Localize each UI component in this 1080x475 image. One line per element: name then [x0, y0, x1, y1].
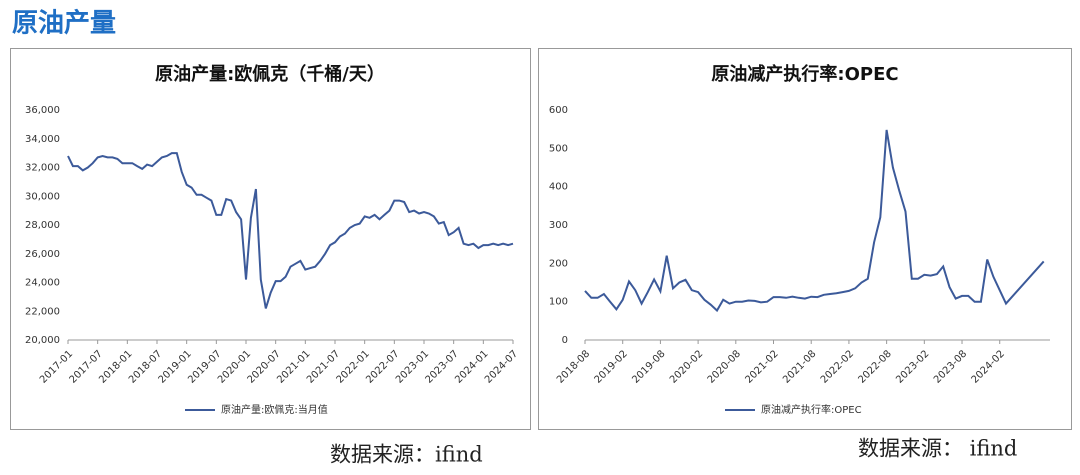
- data-line: [584, 129, 1045, 313]
- source-note: 数据来源： ifind: [858, 437, 1017, 461]
- page-title: 原油产量: [12, 9, 116, 39]
- x-tick-label: 2021-02: [743, 348, 780, 385]
- legend-label: 原油减产执行率:OPEC: [761, 403, 862, 416]
- y-tick-label: 400: [549, 182, 568, 193]
- x-tick-label: 2019-02: [593, 348, 630, 385]
- panel: [538, 48, 1072, 430]
- x-tick-label: 2022-02: [819, 348, 856, 385]
- y-tick-label: 600: [549, 105, 568, 116]
- y-tick-label: 32,000: [25, 163, 60, 174]
- legend-label: 原油产量:欧佩克:当月值: [221, 403, 328, 416]
- y-tick-label: 300: [549, 220, 568, 231]
- panel: [10, 48, 531, 430]
- y-tick-label: 500: [549, 143, 568, 154]
- data-line: [67, 152, 514, 309]
- y-tick-label: 0: [562, 335, 568, 346]
- y-tick-label: 22,000: [25, 306, 60, 317]
- x-tick-label: 2024-07: [483, 348, 520, 385]
- x-tick-label: 2024-02: [970, 348, 1007, 385]
- y-tick-label: 28,000: [25, 220, 60, 231]
- y-tick-label: 100: [549, 297, 568, 308]
- x-tick-label: 2021-08: [781, 348, 818, 385]
- chart-title: 原油减产执行率:OPEC: [711, 63, 898, 85]
- y-tick-label: 24,000: [25, 278, 60, 289]
- x-tick-label: 2020-02: [668, 348, 705, 385]
- source-note: 数据来源：ifind: [330, 443, 483, 467]
- x-tick-label: 2020-08: [706, 348, 743, 385]
- x-tick-label: 2023-02: [894, 348, 931, 385]
- x-tick-label: 2023-08: [932, 348, 969, 385]
- y-tick-label: 20,000: [25, 335, 60, 346]
- y-tick-label: 200: [549, 258, 568, 269]
- x-tick-label: 2018-08: [555, 348, 592, 385]
- x-tick-label: 2022-08: [857, 348, 894, 385]
- y-tick-label: 34,000: [25, 134, 60, 145]
- y-tick-label: 30,000: [25, 191, 60, 202]
- x-tick-label: 2019-08: [630, 348, 667, 385]
- y-tick-label: 26,000: [25, 249, 60, 260]
- y-tick-label: 36,000: [25, 105, 60, 116]
- chart-title: 原油产量:欧佩克（千桶/天）: [155, 63, 385, 85]
